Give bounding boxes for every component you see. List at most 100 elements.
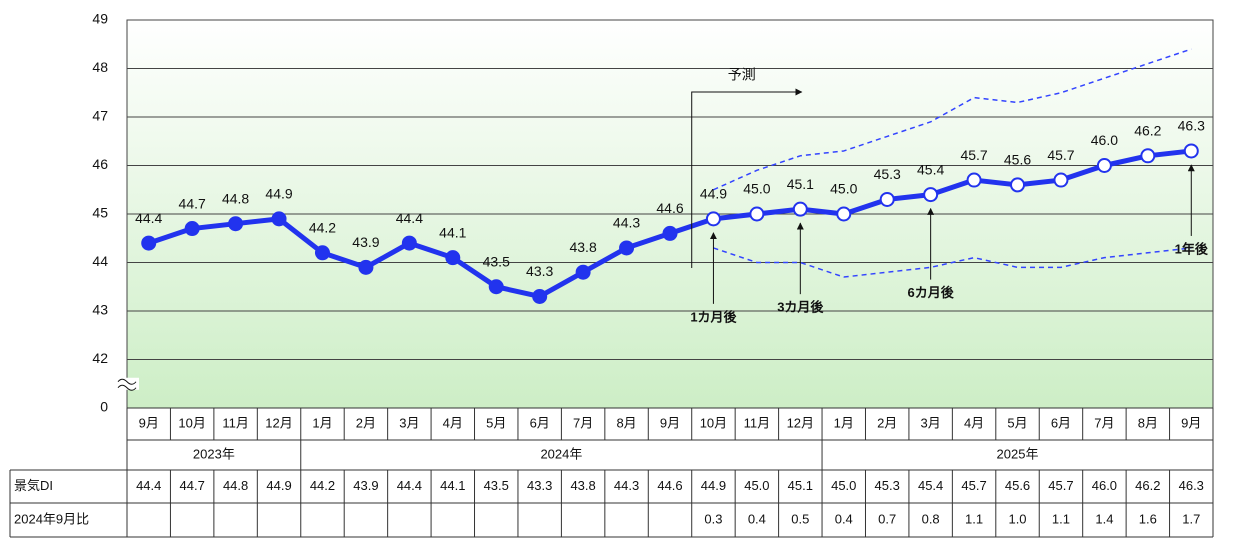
x-tick-label: 6月 bbox=[1051, 415, 1071, 430]
x-tick-label: 4月 bbox=[443, 415, 463, 430]
table-cell: 45.3 bbox=[875, 478, 900, 493]
data-label: 46.0 bbox=[1091, 132, 1118, 148]
y-tick-label: 46 bbox=[92, 156, 108, 172]
data-point bbox=[575, 264, 591, 280]
data-point bbox=[705, 211, 721, 227]
data-label: 44.8 bbox=[222, 190, 249, 206]
data-point bbox=[228, 216, 244, 232]
table-cell: 1.0 bbox=[1008, 511, 1026, 526]
forecast-range-line bbox=[713, 247, 1192, 278]
data-point bbox=[1010, 177, 1026, 193]
data-label: 43.3 bbox=[526, 263, 553, 279]
table-cell: 45.0 bbox=[831, 478, 856, 493]
data-label: 45.0 bbox=[830, 181, 857, 197]
data-point bbox=[358, 259, 374, 275]
y-tick-label: 43 bbox=[92, 302, 108, 318]
y-tick-label: 47 bbox=[92, 108, 108, 124]
table-cell: 1.7 bbox=[1182, 511, 1200, 526]
x-tick-label: 11月 bbox=[744, 415, 771, 430]
forecast-arrow bbox=[691, 88, 803, 268]
table-cell: 1.1 bbox=[1052, 511, 1070, 526]
data-label: 45.6 bbox=[1004, 152, 1031, 168]
x-tick-label: 2月 bbox=[356, 415, 376, 430]
x-tick-label: 9月 bbox=[660, 415, 680, 430]
row-header: 2024年9月比 bbox=[14, 511, 89, 526]
data-point bbox=[879, 191, 895, 207]
x-tick-label: 8月 bbox=[616, 415, 636, 430]
x-tick-label: 3月 bbox=[399, 415, 419, 430]
data-point bbox=[445, 250, 461, 266]
table-cell: 46.3 bbox=[1179, 478, 1204, 493]
data-label: 46.3 bbox=[1178, 118, 1205, 134]
annotation: 予測 bbox=[728, 67, 756, 83]
y-tick-label: 45 bbox=[92, 205, 108, 221]
data-point bbox=[141, 235, 157, 251]
data-point bbox=[1096, 158, 1112, 173]
data-label: 44.6 bbox=[656, 200, 683, 216]
table-cell: 46.2 bbox=[1135, 478, 1160, 493]
y-tick-label: 0 bbox=[100, 399, 108, 415]
table-cell: 44.1 bbox=[440, 478, 465, 493]
table-cell: 0.8 bbox=[922, 511, 940, 526]
forecast-range-line bbox=[713, 48, 1192, 191]
y-tick-label: 44 bbox=[92, 253, 108, 269]
x-tick-label: 5月 bbox=[1007, 415, 1027, 430]
x-tick-label: 7月 bbox=[1094, 415, 1114, 430]
data-point bbox=[792, 201, 808, 217]
table-cell: 44.9 bbox=[266, 478, 291, 493]
annotation: 3カ月後 bbox=[777, 300, 824, 315]
table-cell: 0.5 bbox=[791, 511, 809, 526]
table-cell: 44.2 bbox=[310, 478, 335, 493]
x-tick-label: 8月 bbox=[1138, 415, 1158, 430]
table-cell: 0.7 bbox=[878, 511, 896, 526]
x-tick-label: 12月 bbox=[265, 415, 292, 430]
table-cell: 45.1 bbox=[788, 478, 813, 493]
data-label: 44.4 bbox=[135, 210, 162, 226]
table-cell: 1.6 bbox=[1139, 511, 1157, 526]
year-label: 2025年 bbox=[997, 446, 1039, 461]
data-label: 45.7 bbox=[960, 147, 987, 163]
data-label: 44.9 bbox=[265, 186, 292, 202]
table-cell: 0.4 bbox=[748, 511, 766, 526]
x-tick-label: 1月 bbox=[312, 415, 332, 430]
y-tick-label: 49 bbox=[92, 11, 108, 27]
data-point bbox=[1053, 172, 1069, 188]
annotation: 1カ月後 bbox=[690, 309, 737, 324]
data-point bbox=[923, 187, 939, 203]
year-label: 2024年 bbox=[540, 446, 582, 461]
data-label: 43.9 bbox=[352, 234, 379, 250]
y-tick-label: 42 bbox=[92, 350, 108, 366]
row-header: 景気DI bbox=[14, 478, 53, 493]
y-tick-label: 48 bbox=[92, 59, 108, 75]
data-label: 45.4 bbox=[917, 161, 944, 177]
axis-break-gap bbox=[115, 377, 139, 390]
x-tick-label: 9月 bbox=[139, 415, 159, 430]
data-label: 44.1 bbox=[439, 224, 466, 240]
data-label: 45.3 bbox=[874, 166, 901, 182]
data-label: 44.4 bbox=[396, 210, 423, 226]
table-cell: 44.3 bbox=[614, 478, 639, 493]
data-label: 46.2 bbox=[1134, 123, 1161, 139]
data-point bbox=[1183, 143, 1199, 159]
x-tick-label: 1月 bbox=[834, 415, 854, 430]
data-label: 45.0 bbox=[743, 181, 770, 197]
x-tick-label: 7月 bbox=[573, 415, 593, 430]
data-point bbox=[401, 235, 417, 251]
table-cell: 45.0 bbox=[744, 478, 769, 493]
axis-break bbox=[117, 378, 137, 391]
x-tick-label: 9月 bbox=[1181, 415, 1201, 430]
table-cell: 43.8 bbox=[570, 478, 595, 493]
x-tick-label: 12月 bbox=[787, 415, 814, 430]
data-point bbox=[532, 288, 548, 304]
table-cell: 44.6 bbox=[657, 478, 682, 493]
table-cell: 46.0 bbox=[1092, 478, 1117, 493]
table-cell: 44.7 bbox=[180, 478, 205, 493]
table-cell: 45.4 bbox=[918, 478, 943, 493]
table-cell: 45.7 bbox=[961, 478, 986, 493]
annotation: 1年後 bbox=[1175, 241, 1209, 256]
table-cell: 0.3 bbox=[704, 511, 722, 526]
x-tick-label: 5月 bbox=[486, 415, 506, 430]
x-tick-label: 10月 bbox=[178, 415, 205, 430]
table-cell: 1.4 bbox=[1095, 511, 1113, 526]
